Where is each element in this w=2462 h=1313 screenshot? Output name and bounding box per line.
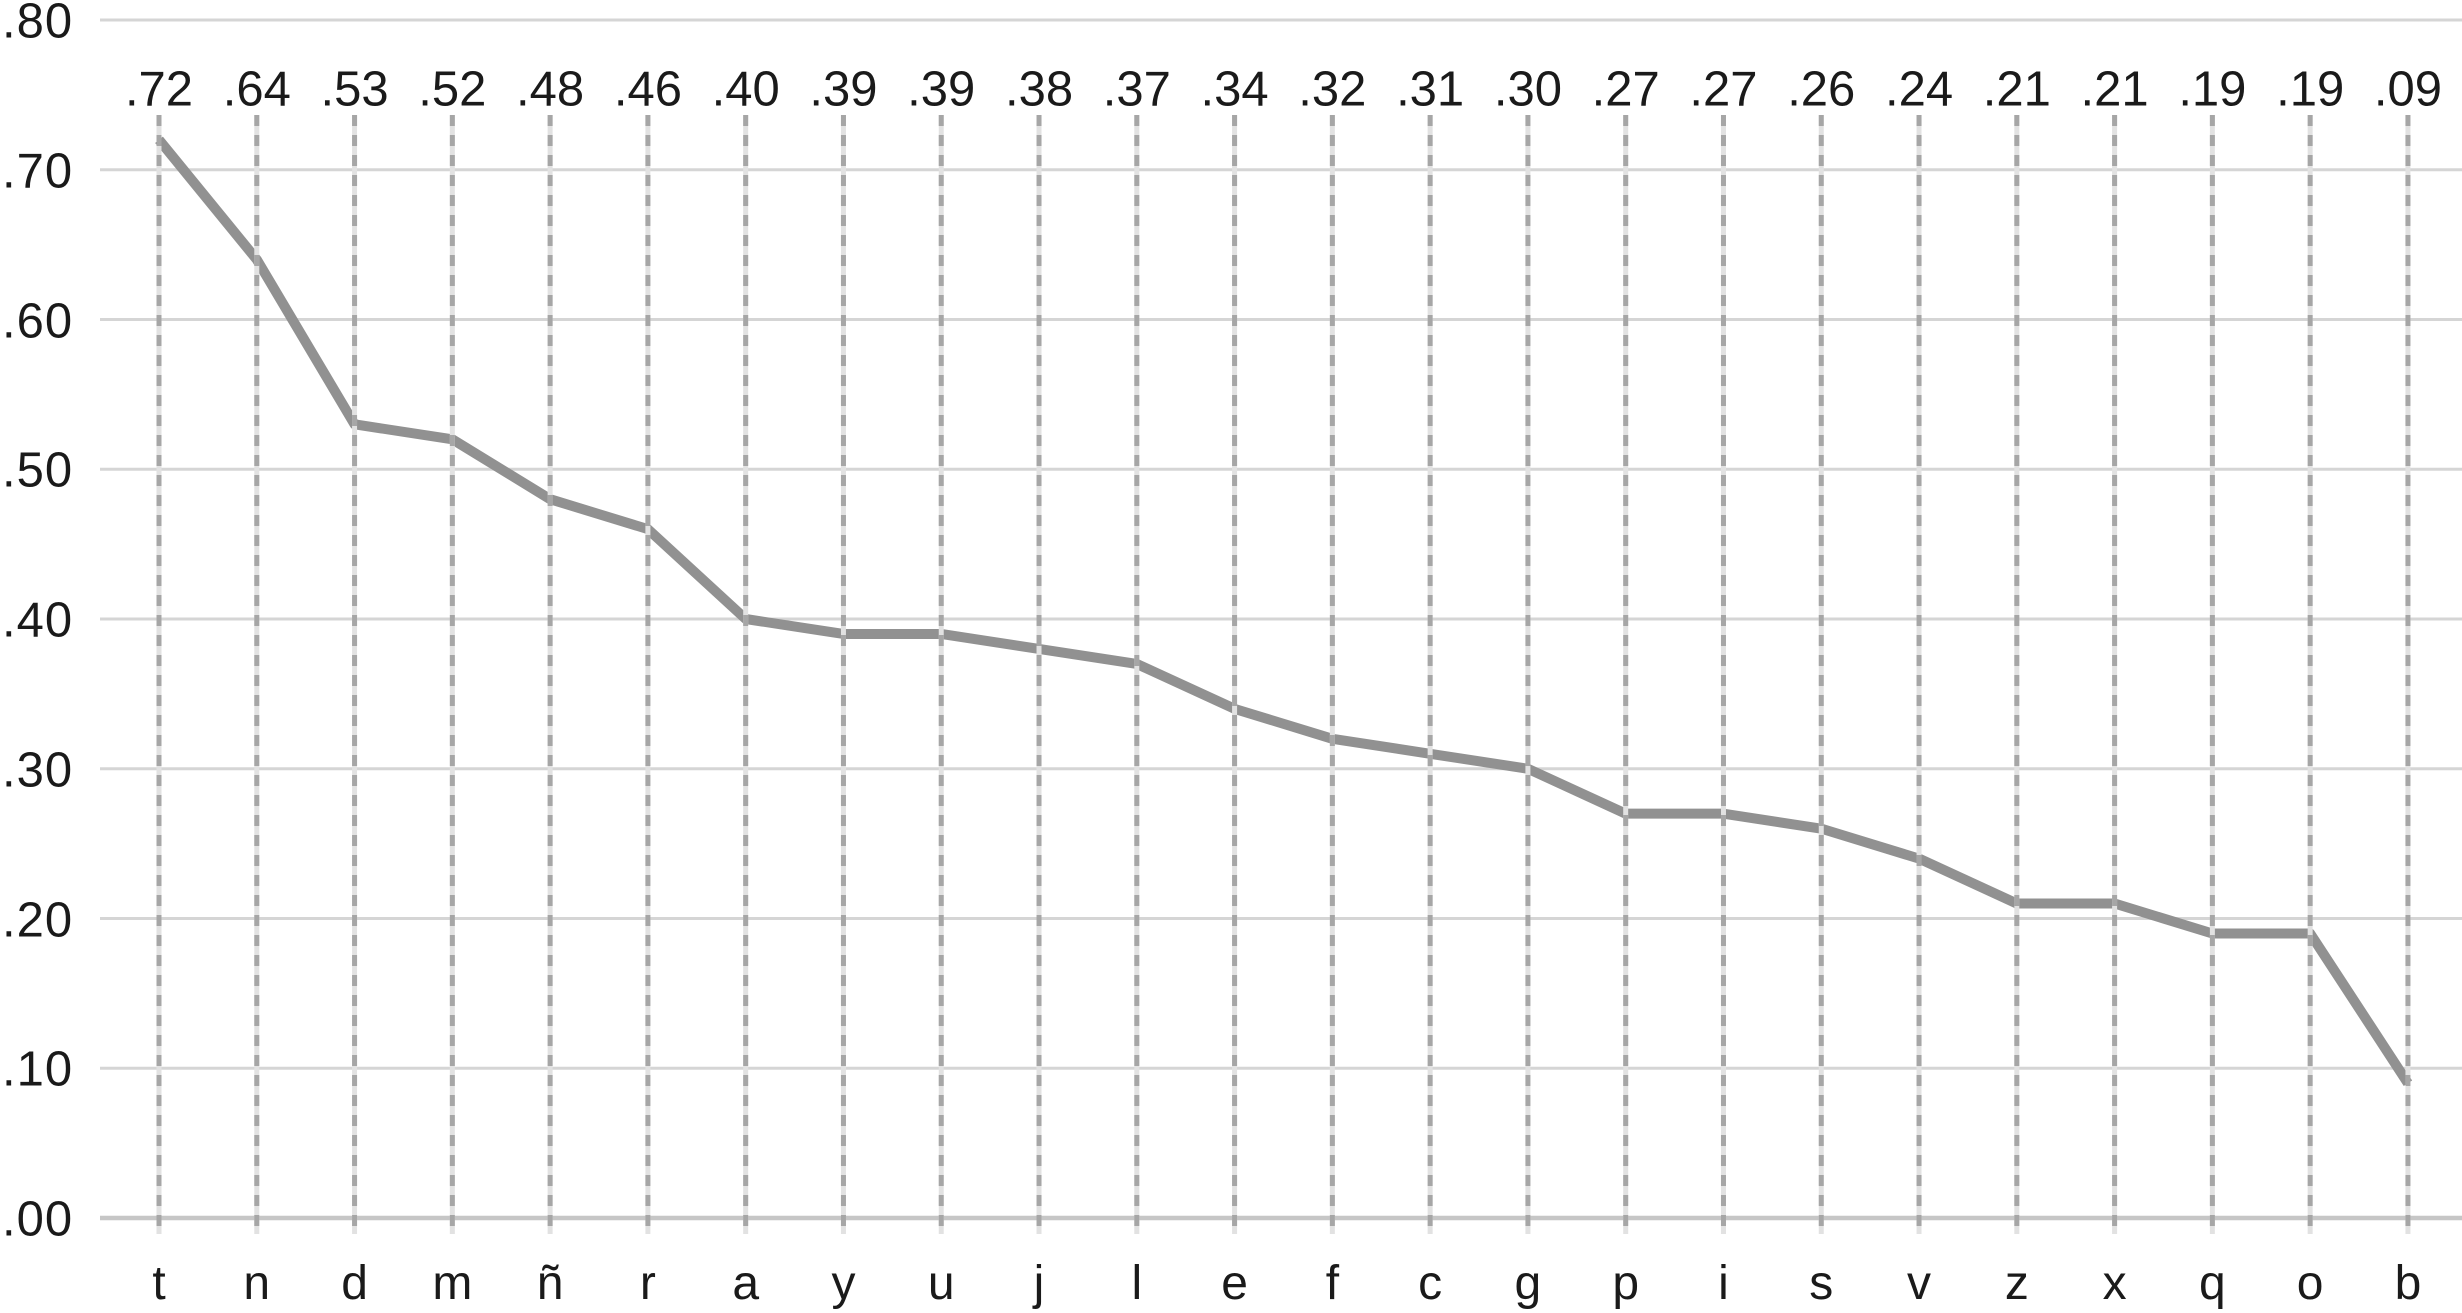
data-value-label: .52 (418, 62, 487, 117)
x-axis-category-label: j (1033, 1257, 1045, 1310)
x-axis-category-label: l (1131, 1257, 1143, 1310)
x-axis-category-label: n (243, 1257, 271, 1310)
x-axis-category-label: r (639, 1257, 656, 1310)
x-axis-category-label: b (2394, 1257, 2422, 1310)
data-value-label: .53 (320, 62, 389, 117)
data-value-label: .39 (809, 62, 878, 117)
data-value-label: .24 (1884, 62, 1954, 117)
data-value-label: .39 (907, 62, 976, 117)
x-axis-category-label: p (1612, 1257, 1640, 1310)
x-axis-category-label: o (2296, 1257, 2324, 1310)
y-axis-tick-label: .10 (2, 1042, 74, 1097)
x-axis-category-label: q (2199, 1257, 2226, 1310)
y-axis-tick-label: .50 (2, 443, 74, 498)
data-value-label: .40 (711, 62, 780, 117)
x-axis-category-label: u (927, 1257, 955, 1310)
data-value-label: .19 (2178, 62, 2247, 117)
x-axis-category-label: y (831, 1257, 856, 1310)
x-axis-category-label: s (1809, 1257, 1834, 1310)
x-axis-category-label: x (2102, 1257, 2127, 1310)
data-value-label: .27 (1689, 62, 1758, 117)
data-value-label: .34 (1200, 62, 1269, 117)
x-axis-category-label: f (1325, 1257, 1340, 1310)
x-axis-category-label: m (432, 1257, 473, 1310)
data-value-label: .21 (1982, 62, 2051, 117)
data-value-label: .32 (1298, 62, 1367, 117)
x-axis-category-label: a (732, 1257, 760, 1310)
data-value-label: .31 (1396, 62, 1465, 117)
data-value-label: .30 (1493, 62, 1562, 117)
data-value-label: .46 (613, 62, 682, 117)
data-value-label: .38 (1004, 62, 1074, 117)
data-value-label: .64 (222, 62, 291, 117)
data-value-label: .72 (124, 62, 194, 117)
y-axis-tick-label: .40 (2, 593, 74, 648)
x-axis-category-label: c (1418, 1257, 1443, 1310)
data-value-label: .37 (1102, 62, 1171, 117)
y-axis-tick-label: .70 (2, 144, 74, 199)
x-axis-category-label: e (1221, 1257, 1248, 1310)
x-axis-category-label: ñ (536, 1257, 564, 1310)
y-axis-tick-label: .30 (2, 743, 74, 798)
data-value-label: .27 (1591, 62, 1660, 117)
x-axis-category-label: v (1907, 1257, 1932, 1310)
x-axis-category-label: g (1514, 1257, 1542, 1310)
data-value-label: .26 (1787, 62, 1856, 117)
x-axis-category-label: z (2004, 1257, 2029, 1310)
y-axis-tick-label: .20 (2, 893, 74, 947)
data-value-label: .48 (516, 62, 585, 117)
y-axis-tick-label: .00 (2, 1192, 74, 1247)
x-axis-category-label: t (152, 1257, 166, 1310)
data-value-label: .21 (2080, 62, 2149, 117)
x-axis-category-label: i (1718, 1257, 1729, 1310)
data-value-label: .19 (2276, 62, 2345, 117)
data-value-label: .09 (2373, 62, 2442, 117)
y-axis-tick-label: .60 (2, 294, 74, 348)
x-axis-category-label: d (341, 1257, 368, 1310)
y-axis-tick-label: .80 (2, 0, 74, 49)
data-line (155, 136, 2413, 1086)
